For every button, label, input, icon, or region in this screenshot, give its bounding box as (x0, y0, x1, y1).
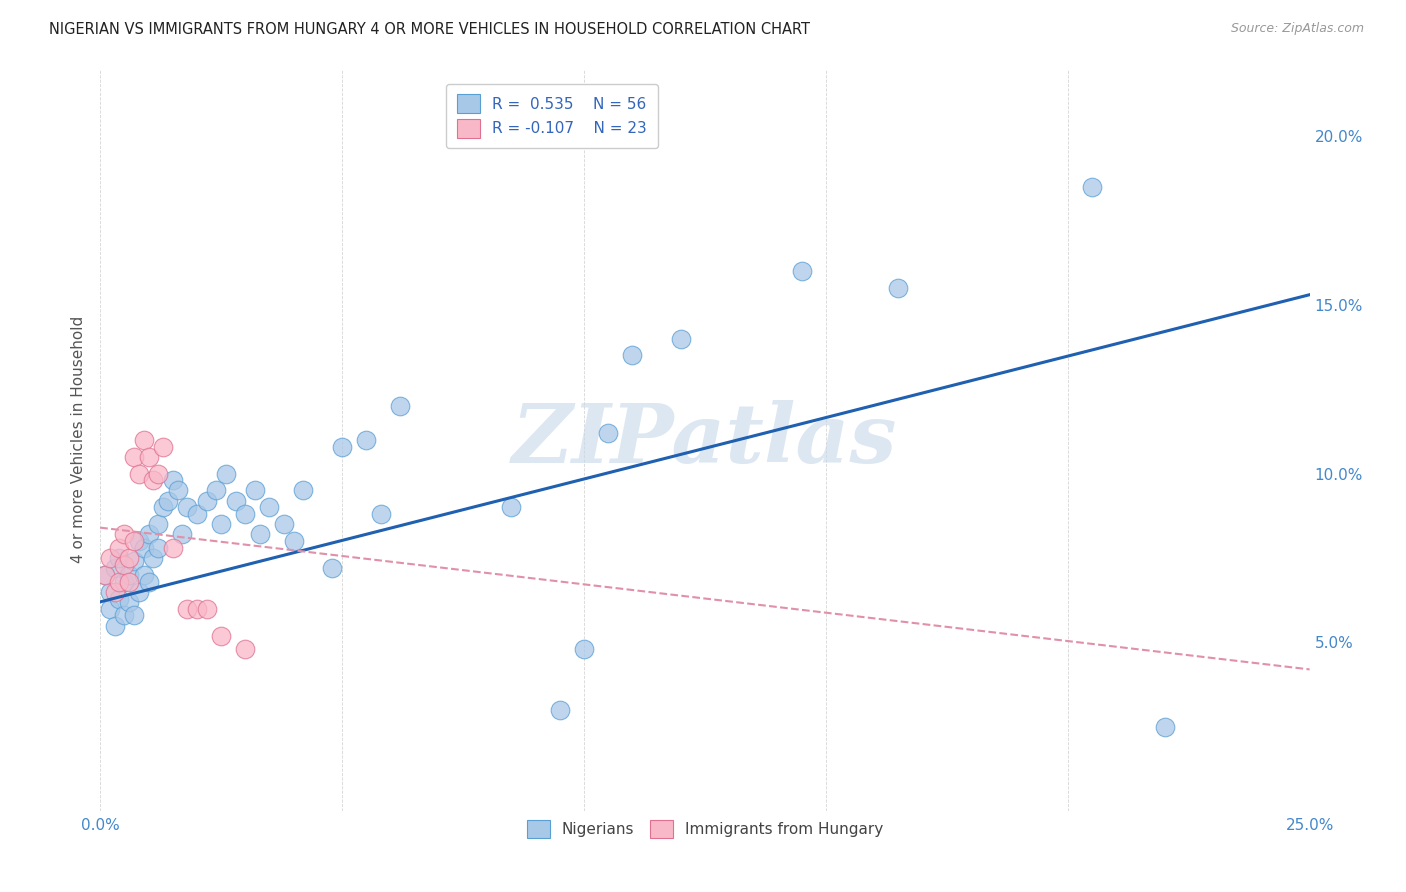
Point (186, 601, 208, 615)
Point (118, 567, 141, 582)
Point (176, 601, 198, 615)
Point (1153, 720, 1175, 734)
Point (108, 541, 131, 555)
Point (209, 629, 232, 643)
Point (887, 281, 910, 295)
Point (122, 608, 145, 623)
Point (209, 517, 232, 532)
Point (166, 483, 188, 498)
Point (108, 574, 131, 589)
Point (370, 507, 392, 521)
Y-axis label: 4 or more Vehicles in Household: 4 or more Vehicles in Household (72, 317, 86, 564)
Point (233, 642, 256, 657)
Point (669, 332, 692, 346)
Point (176, 500, 198, 515)
Point (112, 608, 135, 623)
Point (132, 433, 155, 447)
Point (108, 551, 131, 566)
Point (572, 642, 595, 657)
Point (233, 507, 256, 521)
Point (132, 541, 155, 555)
Point (195, 493, 218, 508)
Point (259, 500, 281, 515)
Point (108, 591, 131, 606)
Point (94, 567, 117, 582)
Point (205, 483, 228, 498)
Point (321, 561, 343, 575)
Point (122, 534, 145, 549)
Point (94, 567, 117, 582)
Point (148, 467, 170, 481)
Point (138, 574, 160, 589)
Point (330, 440, 353, 454)
Point (122, 450, 145, 464)
Point (225, 493, 247, 508)
Point (152, 440, 174, 454)
Point (104, 618, 127, 632)
Point (118, 574, 141, 589)
Point (152, 500, 174, 515)
Point (162, 474, 184, 488)
Point (156, 493, 179, 508)
Point (243, 483, 266, 498)
Point (790, 264, 813, 278)
Point (1081, 179, 1104, 194)
Point (148, 541, 170, 555)
Point (138, 527, 160, 541)
Point (128, 584, 150, 599)
Point (112, 574, 135, 589)
Point (273, 517, 295, 532)
Point (98, 551, 121, 566)
Point (142, 474, 165, 488)
Text: NIGERIAN VS IMMIGRANTS FROM HUNGARY 4 OR MORE VEHICLES IN HOUSEHOLD CORRELATION : NIGERIAN VS IMMIGRANTS FROM HUNGARY 4 OR… (49, 22, 810, 37)
Point (548, 703, 571, 717)
Point (122, 554, 145, 568)
Point (128, 534, 150, 549)
Point (292, 483, 315, 498)
Point (249, 527, 271, 541)
Point (148, 517, 170, 532)
Point (195, 601, 218, 615)
Point (104, 561, 127, 575)
Point (98, 601, 121, 615)
Point (186, 507, 208, 521)
Point (389, 399, 412, 413)
Point (142, 551, 165, 566)
Point (112, 527, 135, 541)
Point (98, 584, 121, 599)
Point (215, 467, 238, 481)
Legend: Nigerians, Immigrants from Hungary: Nigerians, Immigrants from Hungary (520, 814, 889, 845)
Point (128, 467, 150, 481)
Point (118, 551, 141, 566)
Point (354, 433, 377, 447)
Point (283, 534, 305, 549)
Point (118, 595, 141, 609)
Point (104, 584, 127, 599)
Point (162, 541, 184, 555)
Point (598, 426, 620, 441)
Point (172, 527, 194, 541)
Text: ZIPatlas: ZIPatlas (512, 400, 897, 480)
Point (112, 558, 135, 572)
Point (621, 348, 644, 362)
Text: Source: ZipAtlas.com: Source: ZipAtlas.com (1230, 22, 1364, 36)
Point (138, 450, 160, 464)
Point (132, 567, 155, 582)
Point (501, 500, 523, 515)
